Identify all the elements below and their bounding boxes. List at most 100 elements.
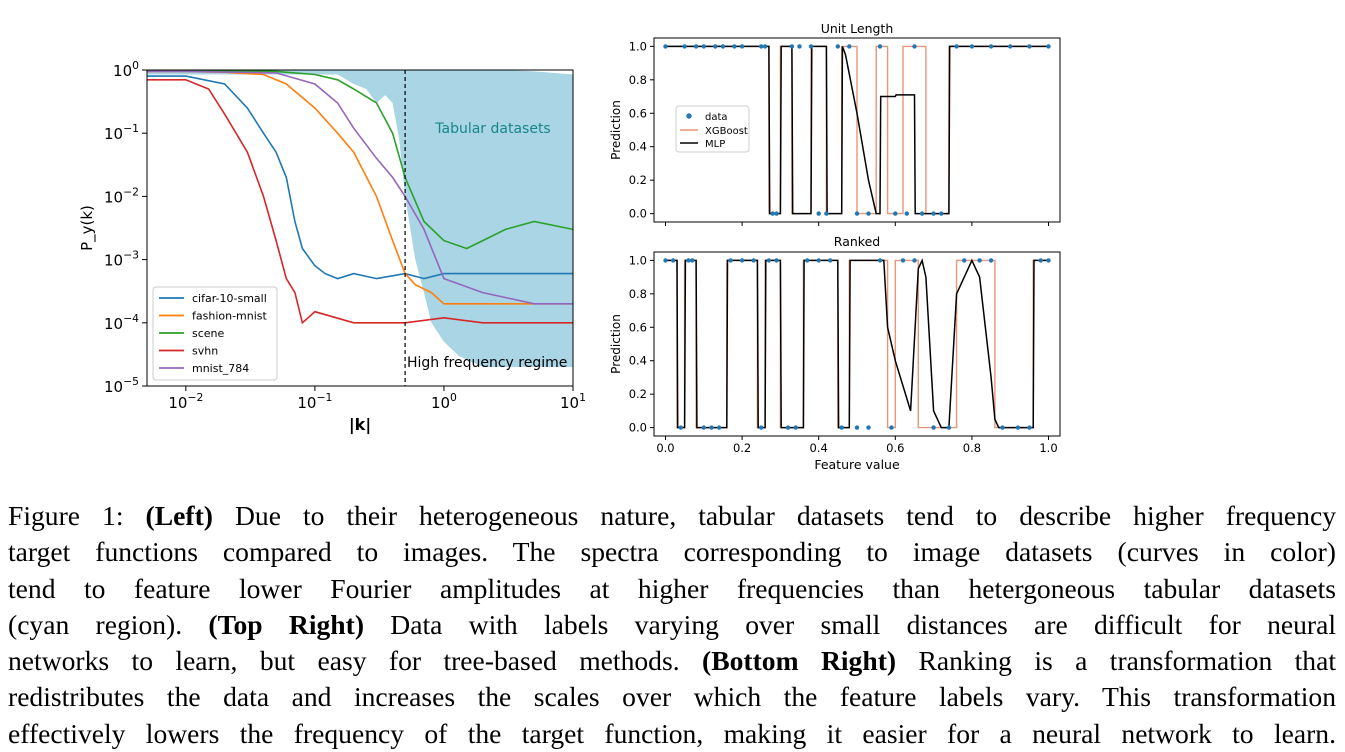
y-tick-label: 10−5 xyxy=(104,375,139,396)
data-point xyxy=(701,425,706,430)
legend-label: scene xyxy=(192,327,225,340)
y-tick-label: 0.6 xyxy=(629,320,647,334)
y-tick-label: 10−1 xyxy=(104,122,139,143)
top-mlp-line xyxy=(665,45,1049,215)
data-point xyxy=(816,211,821,216)
top-ylabel: Prediction xyxy=(609,100,623,160)
legend-label: cifar-10-small xyxy=(192,292,267,305)
top-plot-frame xyxy=(653,37,1061,223)
bottom-xgboost-line xyxy=(665,259,1049,429)
data-point xyxy=(732,44,737,49)
data-point xyxy=(866,425,871,430)
data-point xyxy=(866,211,871,216)
data-point xyxy=(824,211,829,216)
data-point xyxy=(939,211,944,216)
data-point xyxy=(663,258,668,263)
data-point xyxy=(713,44,718,49)
data-point xyxy=(835,44,840,49)
mlp-line xyxy=(665,258,1049,429)
data-point xyxy=(816,258,821,263)
data-point xyxy=(766,258,772,263)
data-point xyxy=(789,44,795,49)
data-point xyxy=(1038,258,1044,263)
caption-line: Figure 1: (Left) Due to their heterogene… xyxy=(8,498,1336,534)
caption-line: tend to feature lower Fourier amplitudes… xyxy=(8,571,1336,607)
y-tick-label: 10−2 xyxy=(104,185,139,206)
data-point xyxy=(962,258,967,263)
data-point xyxy=(904,211,909,216)
caption-line: networks to learn, but easy for tree-bas… xyxy=(8,643,1336,679)
caption-text: networks to learn, but easy for tree-bas… xyxy=(8,645,703,677)
data-point xyxy=(759,425,764,430)
legend-label-data: data xyxy=(705,112,728,123)
data-point xyxy=(774,258,779,263)
data-point xyxy=(847,44,852,49)
data-point xyxy=(709,425,714,430)
data-point xyxy=(739,44,745,49)
data-point xyxy=(770,211,775,216)
y-tick-label: 0.8 xyxy=(629,287,647,301)
data-point xyxy=(762,44,768,49)
data-point xyxy=(739,258,745,263)
y-tick-label: 0.6 xyxy=(629,106,647,120)
x-tick-label: 101 xyxy=(560,391,586,412)
y-tick-label: 1.0 xyxy=(629,39,647,53)
caption-bold-label: (Bottom Right) xyxy=(702,645,897,677)
legend-label: mnist_784 xyxy=(192,362,249,375)
left-legend: cifar-10-small fashion-mnist scene svhn mnis… xyxy=(152,286,278,381)
top-data-points xyxy=(663,44,1051,216)
bottom-mlp-line xyxy=(665,258,1049,429)
data-point xyxy=(946,425,952,430)
data-point xyxy=(678,425,683,430)
x-tick-label: 0.6 xyxy=(886,441,904,455)
data-point xyxy=(1015,425,1021,430)
x-tick-label: 100 xyxy=(431,391,457,412)
left-xlabel: |k| xyxy=(349,415,371,435)
data-point xyxy=(716,425,722,430)
data-point xyxy=(988,44,994,49)
data-point xyxy=(671,258,676,263)
left-spectrum-chart: 10−2 10−1 100 101 100 10−1 10−2 10−3 10−4 10−5 Ta… xyxy=(78,59,586,435)
x-tick-label: 0.8 xyxy=(963,441,981,455)
data-point xyxy=(1008,44,1013,49)
legend-label-mlp: MLP xyxy=(705,139,725,150)
legend-label: svhn xyxy=(192,345,218,358)
data-point xyxy=(751,258,756,263)
bottom-axes: 0.0 0.2 0.4 0.6 0.8 1.0 0.0 0.2 0.4 0.6 0.8 1.0 xyxy=(629,253,1058,455)
data-point xyxy=(877,44,883,49)
xgboost-line xyxy=(665,259,1049,429)
caption-text: effectively lowers the frequency of the … xyxy=(8,717,1336,749)
region-label: Tabular datasets xyxy=(434,121,550,137)
data-point xyxy=(931,211,936,216)
data-point xyxy=(686,258,691,263)
caption-bold-label: (Top Right) xyxy=(208,608,365,640)
data-point xyxy=(900,258,906,263)
x-tick-label: 1.0 xyxy=(1039,441,1057,455)
x-tick-label: 0.0 xyxy=(656,441,674,455)
data-point xyxy=(912,258,917,263)
top-right-chart: Unit Length 0.0 0.2 0.4 0.6 0.8 1.0 Predictio… xyxy=(609,21,1061,226)
data-point xyxy=(889,425,894,430)
data-point xyxy=(1046,258,1051,263)
mlp-line xyxy=(665,45,1049,215)
caption-line: redistributes the data and increases the… xyxy=(8,679,1336,715)
series-line-fashion-mnist xyxy=(147,70,573,305)
tabular-region xyxy=(147,70,573,367)
y-tick-label: 0.2 xyxy=(629,387,647,401)
data-point xyxy=(854,425,860,430)
data-point xyxy=(931,425,936,430)
data-point xyxy=(988,258,994,263)
data-point xyxy=(805,258,810,263)
data-point xyxy=(977,258,982,263)
x-tick-label: 0.2 xyxy=(733,441,751,455)
data-point xyxy=(912,44,917,49)
legend-label-xgboost: XGBoost xyxy=(705,126,748,137)
data-point xyxy=(1046,44,1051,49)
y-tick-label: 0.0 xyxy=(629,421,647,435)
series-line-mnist-784 xyxy=(147,70,573,305)
left-series-lines xyxy=(147,70,573,325)
y-tick-label: 1.0 xyxy=(629,253,647,267)
data-point xyxy=(682,44,687,49)
caption-text: redistributes the data and increases the… xyxy=(8,681,1336,713)
bottom-right-chart: Ranked 0.0 0.2 0.4 0.6 0.8 1.0 0.0 0.2 0.4 0.6 0.8… xyxy=(609,234,1061,472)
